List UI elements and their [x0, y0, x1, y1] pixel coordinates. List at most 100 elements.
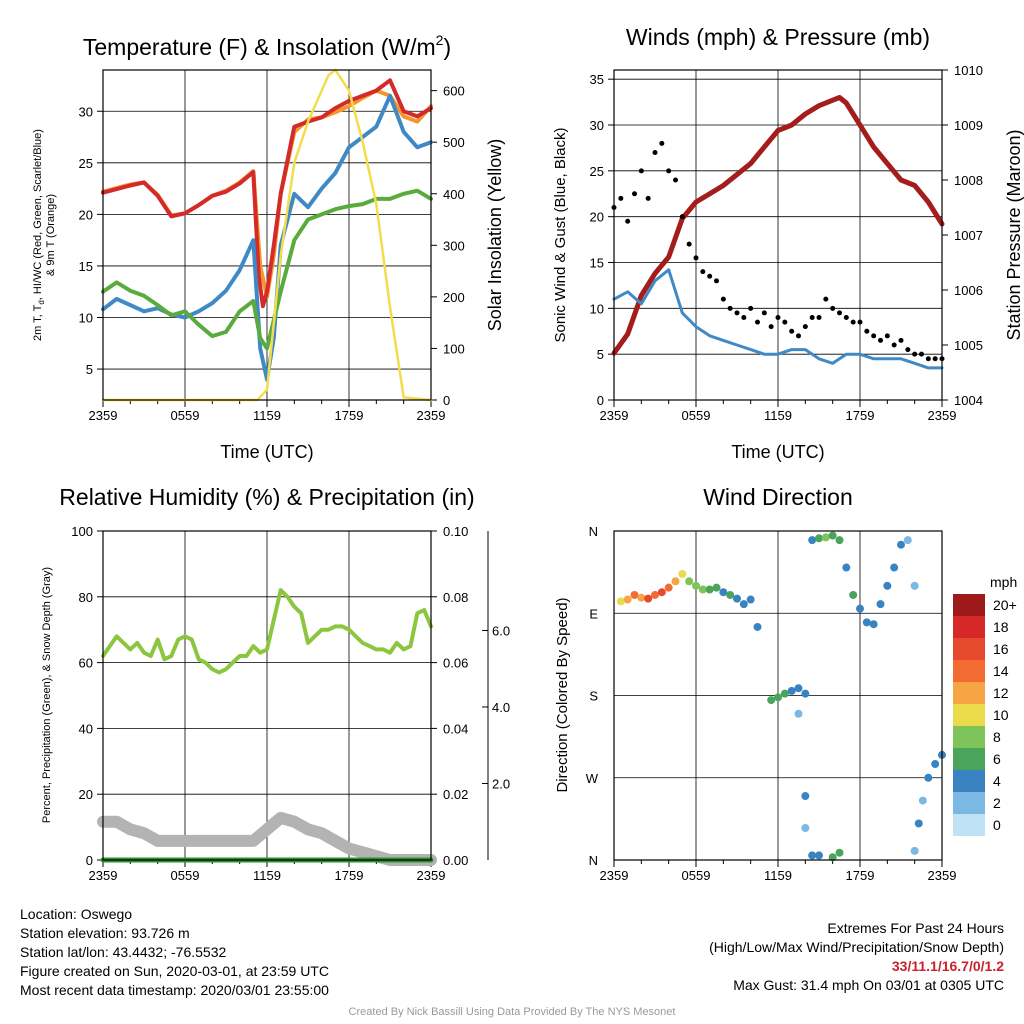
dir-x-tick-label: 2359: [600, 868, 629, 883]
wind-gust-point: [693, 255, 699, 261]
wind-direction-point: [746, 595, 755, 604]
rh-x-tick-label: 0559: [171, 868, 200, 883]
temp-y-tick-label: 25: [79, 156, 93, 171]
temp-y2-tick-label: 300: [443, 238, 465, 253]
wind-gust-point: [789, 328, 795, 334]
wind-direction-point: [801, 792, 810, 801]
dir-plot: 2359 0559 1159 1759 2359NWSEN20+181614121086…: [586, 524, 1017, 883]
wind-direction-point: [726, 590, 735, 599]
wind-gust-point: [796, 333, 801, 339]
wind-y-tick-label: 20: [590, 210, 604, 225]
wind-direction-point: [835, 536, 844, 545]
speed-legend-label: 0: [993, 817, 1001, 833]
wind-gust-point: [864, 328, 870, 334]
wind-gust-point: [707, 273, 713, 279]
wind-gust-point: [919, 351, 924, 357]
wind-direction-point: [808, 536, 817, 545]
solar-insolation-line: [101, 68, 433, 402]
temp-y2-tick-label: 600: [443, 84, 465, 99]
rh-x-tick-label: 1759: [335, 868, 364, 883]
wind-xlabel: Time (UTC): [731, 442, 824, 462]
wind-gust-point: [659, 140, 665, 146]
temp-title-superscript: 2: [436, 32, 444, 48]
wind-direction-point: [637, 593, 646, 602]
wind-direction-point: [931, 760, 940, 769]
rh-y-tick-label: 80: [79, 590, 93, 605]
wind-direction-point: [739, 600, 748, 609]
dir-ylabel: Direction (Colored By Speed): [554, 597, 571, 792]
wind-direction-point: [794, 709, 803, 718]
temp-y-tick-label: 10: [79, 311, 93, 326]
extremes-title: Extremes For Past 24 Hours: [827, 920, 1004, 936]
rh-y2-tick-label: 0.04: [443, 721, 468, 736]
wind-direction-point: [828, 531, 837, 540]
temp-y-tick-label: 5: [86, 362, 93, 377]
wind-direction-point: [705, 585, 714, 594]
speed-legend-swatch: [953, 726, 985, 748]
wind-direction-point: [733, 594, 741, 603]
wind-x-tick-label: 2359: [928, 408, 957, 423]
wind-direction-point: [657, 588, 666, 597]
wind-direction-point: [897, 540, 905, 549]
wind-direction-point: [903, 536, 912, 545]
wind-direction-point: [801, 824, 810, 833]
temp-x-tick-label: 0559: [171, 408, 200, 423]
wind-direction-point: [815, 851, 823, 860]
station-info: Location: Oswego Station elevation: 93.7…: [20, 905, 329, 1000]
wind-plot-frame: [613, 69, 943, 401]
wind-direction-point: [856, 604, 864, 613]
rh-plot: 2359 0559 1159 1759 23590204060801000.000.02…: [71, 524, 510, 883]
dir-plot-frame: [613, 530, 943, 861]
wind-direction-point: [651, 590, 659, 599]
temp-dewpoint-line: [101, 188, 433, 351]
temp-x-tick-label: 2359: [417, 408, 446, 423]
wind-direction-point: [910, 581, 919, 590]
rh-y-tick-label: 100: [71, 524, 93, 539]
wind-x-tick-label: 2359: [600, 408, 629, 423]
speed-legend-swatch: [953, 814, 985, 836]
temp-x-tick-label: 1759: [335, 408, 364, 423]
wind-y-tick-label: 30: [590, 118, 604, 133]
wind-direction-point: [678, 569, 687, 578]
wind-gust-point: [857, 319, 863, 325]
dir-y-tick-label: W: [586, 771, 599, 786]
wind-direction-point: [883, 581, 892, 590]
credit-line: Created By Nick Bassill Using Data Provi…: [348, 1006, 676, 1018]
wind-direction-point: [869, 620, 878, 629]
wind-gust-point: [673, 177, 678, 183]
extremes-box: Extremes For Past 24 Hours (High/Low/Max…: [709, 919, 1004, 995]
snow-depth-tick-label: 2.0: [492, 776, 510, 791]
wind-gust-point: [912, 351, 918, 357]
wind-direction-point: [842, 563, 851, 572]
wind-gust-point: [850, 319, 856, 325]
speed-legend-swatch: [953, 660, 985, 682]
wind-direction-point: [815, 534, 823, 543]
dir-legend-title: mph: [990, 574, 1017, 590]
speed-legend-swatch: [953, 792, 985, 814]
wind-direction-point: [753, 622, 762, 631]
dir-x-tick-label: 1159: [764, 868, 792, 883]
speed-legend-label: 6: [993, 751, 1001, 767]
wind-gust-point: [809, 315, 815, 320]
wind-gust-point: [679, 214, 685, 220]
wind-gust-point: [700, 269, 706, 275]
wind-y2-tick-label: 1009: [954, 118, 983, 133]
temp-title: Temperature (F) & Insolation (W/m2): [83, 32, 451, 60]
station-location: Location: Oswego: [20, 906, 133, 922]
wind-gust-point: [686, 241, 692, 247]
wind-plot: 2359 0559 1159 1759 235905101520253035100410…: [590, 63, 983, 423]
rh-y-tick-label: 0: [86, 853, 93, 868]
wind-ylabel: Sonic Wind & Gust (Blue, Black): [552, 127, 569, 342]
rh-y2-tick-label: 0.02: [443, 787, 468, 802]
speed-legend-swatch: [953, 770, 985, 792]
wind-gust-point: [652, 150, 658, 155]
speed-legend-label: 14: [993, 663, 1009, 679]
rh-x-tick-label: 2359: [89, 868, 118, 883]
temp-y-tick-label: 30: [79, 104, 93, 119]
wind-gust-point: [843, 315, 849, 320]
figure-created: Figure created on Sun, 2020-03-01, at 23…: [20, 963, 329, 979]
speed-legend-label: 4: [993, 773, 1001, 789]
wind-direction-point: [692, 581, 700, 590]
temp-ylabel: 2m T, Td, HI/WC (Red, Green, Scarlet/Blu…: [32, 129, 46, 341]
wind-gust-point: [898, 337, 904, 343]
